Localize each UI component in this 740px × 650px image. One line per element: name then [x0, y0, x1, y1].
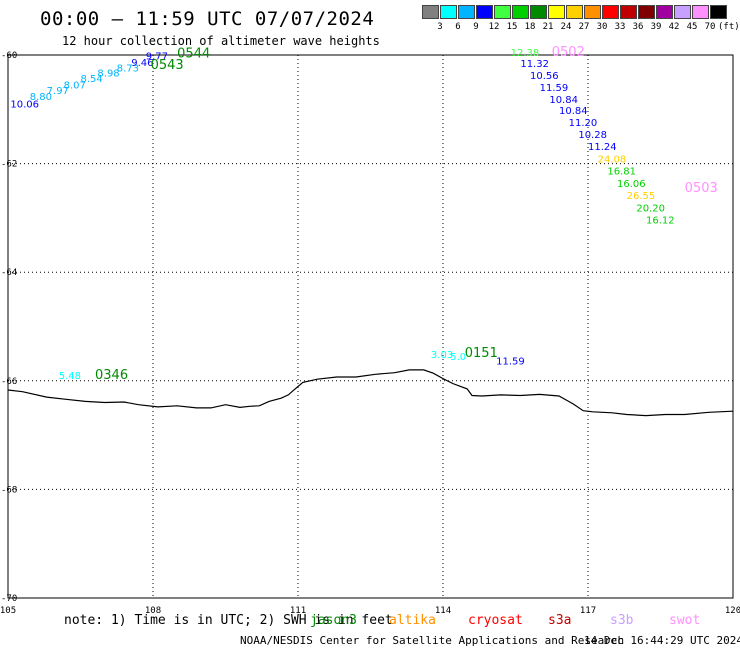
legend-swatch — [638, 5, 655, 19]
legend-swatch — [566, 5, 583, 19]
mission-label: s3b — [610, 613, 634, 628]
pass-time-label: 0346 — [95, 368, 128, 383]
legend-label: 6 — [455, 22, 461, 32]
footer-generated-time: 14 Dec 16:44:29 UTC 2024 — [584, 634, 740, 647]
legend-swatch — [512, 5, 529, 19]
wave-height-label: 9.77 — [146, 51, 168, 62]
footer-note: note: 1) Time is in UTC; 2) SWH is in fe… — [64, 613, 393, 628]
pass-time-label: 0544 — [177, 47, 210, 62]
wave-height-label: 8.07 — [64, 81, 86, 92]
page-title: 00:00 — 11:59 UTC 07/07/2024 — [40, 8, 375, 30]
wave-height-label: 8.54 — [81, 74, 103, 85]
legend-label: 3 — [437, 22, 443, 32]
legend-swatch — [584, 5, 601, 19]
legend-label: 33 — [614, 22, 626, 32]
wave-height-label: 7.97 — [47, 86, 69, 97]
lat-tick-label: -70 — [1, 594, 17, 604]
legend-label: 15 — [506, 22, 518, 32]
wave-height-label: 8.98 — [97, 69, 119, 80]
mission-label: jason3 — [310, 613, 357, 628]
wave-height-label: 16.12 — [646, 215, 675, 226]
lon-tick-label: 105 — [0, 606, 16, 616]
wave-height-label: 9.46 — [131, 58, 153, 69]
map-frame — [7, 54, 734, 599]
legend-swatch — [494, 5, 511, 19]
legend-unit: (ft) — [718, 22, 740, 32]
wave-height-label: 11.20 — [569, 118, 598, 129]
wave-height-label: 16.06 — [617, 179, 646, 190]
wave-height-label: 12.38 — [511, 48, 540, 59]
wave-height-label: 11.32 — [520, 59, 549, 70]
mission-label: s3a — [548, 613, 572, 628]
legend-label: 42 — [668, 22, 680, 32]
lon-tick-label: 117 — [580, 606, 596, 616]
legend-swatch — [692, 5, 709, 19]
legend-swatch — [530, 5, 547, 19]
legend-swatch — [476, 5, 493, 19]
wave-height-label: 11.59 — [540, 83, 569, 94]
legend-label: 70 — [704, 22, 716, 32]
legend-label: 30 — [596, 22, 608, 32]
legend-swatch — [674, 5, 691, 19]
lat-tick-label: -62 — [1, 160, 17, 170]
legend-swatch — [710, 5, 727, 19]
pass-time-label: 0543 — [151, 58, 184, 73]
coastline — [7, 369, 734, 417]
pass-time-label: 0503 — [685, 181, 718, 196]
legend-swatch — [440, 5, 457, 19]
wave-height-label: 10.06 — [10, 100, 39, 111]
footer-credit: NOAA/NESDIS Center for Satellite Applica… — [240, 634, 625, 647]
lat-tick-label: -64 — [1, 268, 17, 278]
legend-label: 39 — [650, 22, 662, 32]
mission-label: cryosat — [468, 613, 523, 628]
lat-tick-label: -66 — [1, 377, 17, 387]
mission-label: altika — [389, 613, 436, 628]
legend-label: 45 — [686, 22, 698, 32]
wave-height-label: 11.59 — [496, 357, 525, 368]
legend-swatch — [458, 5, 475, 19]
legend-label: 18 — [524, 22, 536, 32]
lat-tick-label: -60 — [1, 51, 17, 61]
wave-height-label: 3.03 — [431, 350, 453, 361]
lat-tick-label: -68 — [1, 485, 17, 495]
lon-tick-label: 120 — [725, 606, 740, 616]
legend-swatch — [620, 5, 637, 19]
lon-tick-label: 108 — [145, 606, 161, 616]
legend-label: 21 — [542, 22, 554, 32]
lon-tick-label: 114 — [435, 606, 451, 616]
legend-label: 9 — [473, 22, 479, 32]
pass-time-label: 0151 — [465, 346, 498, 361]
legend-label: 12 — [488, 22, 500, 32]
wave-height-label: 8.73 — [117, 63, 139, 74]
legend-swatch — [656, 5, 673, 19]
wave-height-label: 10.84 — [549, 95, 578, 106]
legend-label: 27 — [578, 22, 590, 32]
wave-height-label: 5.48 — [59, 371, 81, 382]
pass-time-label: 0502 — [552, 45, 585, 60]
wave-height-label: 10.28 — [578, 130, 607, 141]
wave-height-label: 8.80 — [30, 92, 52, 103]
mission-label: swot — [669, 613, 701, 628]
wave-height-label: 26.55 — [627, 191, 656, 202]
legend-label: 24 — [560, 22, 572, 32]
legend-swatch — [422, 5, 439, 19]
legend-label: 36 — [632, 22, 644, 32]
wave-height-label: 24.08 — [598, 155, 627, 166]
legend-swatch — [602, 5, 619, 19]
wave-height-label: 11.24 — [588, 142, 617, 153]
wave-height-label: 20.20 — [636, 203, 665, 214]
wave-height-label: 10.84 — [559, 106, 588, 117]
wave-height-label: 5.0 — [450, 352, 466, 363]
page-subtitle: 12 hour collection of altimeter wave hei… — [62, 34, 380, 48]
lon-tick-label: 111 — [290, 606, 306, 616]
wave-height-label: 10.56 — [530, 71, 559, 82]
wave-height-label: 16.81 — [607, 166, 636, 177]
legend-swatch — [548, 5, 565, 19]
